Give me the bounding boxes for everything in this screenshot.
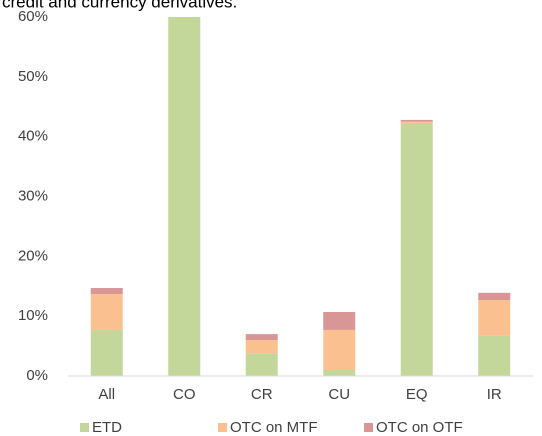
y-tick-label: 60% [18, 8, 48, 25]
legend-label: ETD [92, 419, 122, 436]
x-tick-label: CO [173, 386, 196, 403]
bar-segment [400, 122, 433, 376]
bar-segment [323, 329, 356, 371]
legend-label: OTC on MTF [230, 419, 318, 436]
bar-segment [400, 119, 433, 122]
bar-segment [90, 329, 123, 376]
legend-swatch [80, 423, 89, 432]
legend-swatch [364, 423, 373, 432]
bar-segment [323, 370, 356, 376]
chart-title: credit and currency derivatives. [2, 0, 237, 11]
x-tick-label: CR [251, 386, 273, 403]
bar-segment [168, 17, 201, 376]
bar-segment [323, 311, 356, 330]
y-tick-label: 50% [18, 68, 48, 85]
x-tick-label: All [98, 386, 115, 403]
legend-label: OTC on OTF [376, 419, 463, 436]
bar-segment [245, 353, 278, 376]
bar-segment [90, 294, 123, 330]
bar-segment [245, 334, 278, 341]
bar-segment [90, 288, 123, 295]
bar-segment [400, 121, 433, 123]
x-tick-label: EQ [406, 386, 428, 403]
y-tick-label: 20% [18, 247, 48, 264]
y-tick-label: 30% [18, 187, 48, 204]
bar-segment [478, 335, 511, 376]
y-tick-label: 40% [18, 128, 48, 145]
legend-swatch [218, 423, 227, 432]
bar-segment [478, 300, 511, 336]
x-tick-label: CU [328, 386, 350, 403]
bar-segment [478, 292, 511, 301]
bar-segment [245, 340, 278, 354]
y-tick-label: 0% [26, 367, 48, 384]
y-tick-label: 10% [18, 307, 48, 324]
x-tick-label: IR [487, 386, 502, 403]
